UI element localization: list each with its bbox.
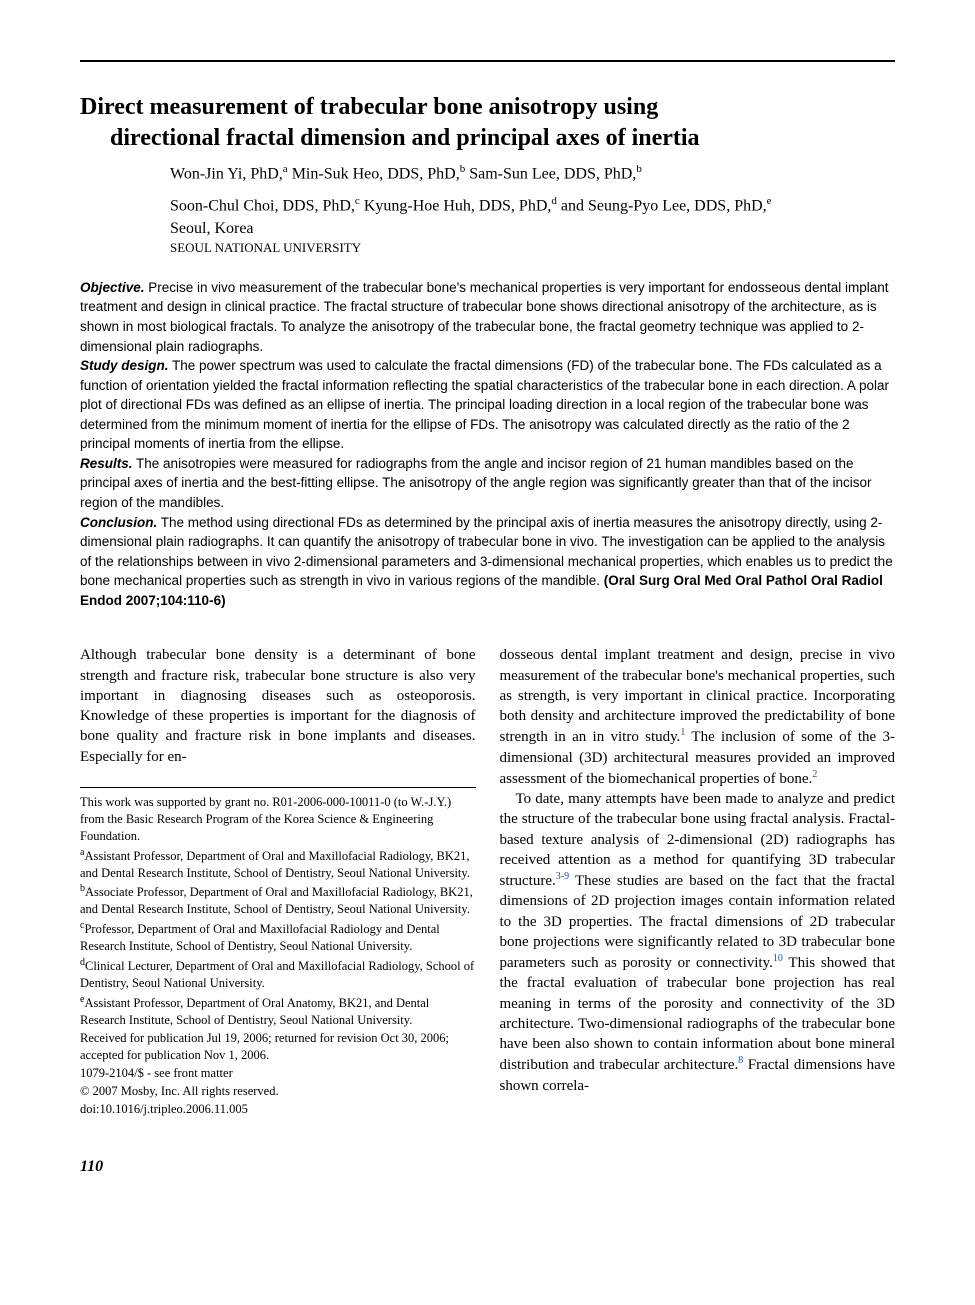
body-paragraph: dosseous dental implant treatment and de… [500,645,896,789]
footnotes: This work was supported by grant no. R01… [80,787,476,1118]
footnote-affiliation: bAssociate Professor, Department of Oral… [80,882,476,918]
abstract-label-results: Results. [80,456,133,471]
author-affil-sup: b [460,163,466,175]
footnote-text: Clinical Lecturer, Department of Oral an… [80,959,474,990]
author-affil-sup: e [767,195,772,207]
author-name: Kyung-Hoe Huh, DDS, PhD, [364,197,552,214]
article-title-line1: Direct measurement of trabecular bone an… [80,92,895,123]
body-columns: Although trabecular bone density is a de… [80,645,895,1118]
author-name: Won-Jin Yi, PhD, [170,166,283,183]
authors-line1: Won-Jin Yi, PhD,a Min-Suk Heo, DDS, PhD,… [80,162,895,186]
right-column: dosseous dental implant treatment and de… [500,645,896,1118]
citation-ref[interactable]: 3-9 [556,871,569,882]
author-affil-sup: c [355,195,360,207]
footnote-copyright: © 2007 Mosby, Inc. All rights reserved. [80,1083,476,1100]
author-affil-sup: b [636,163,642,175]
citation-ref[interactable]: 2 [812,769,817,780]
author-affil-sup: d [551,195,557,207]
author-name: Sam-Sun Lee, DDS, PhD, [469,166,636,183]
footnote-text: Assistant Professor, Department of Oral … [80,996,429,1027]
body-paragraph: To date, many attempts have been made to… [500,789,896,1096]
top-rule [80,60,895,62]
author-name: Soon-Chul Choi, DDS, PhD, [170,197,355,214]
footnote-issn: 1079-2104/$ - see front matter [80,1065,476,1082]
footnote-affiliation: dClinical Lecturer, Department of Oral a… [80,956,476,992]
abstract: Objective. Precise in vivo measurement o… [80,278,895,611]
footnote-text: Associate Professor, Department of Oral … [80,886,473,917]
footnote-affiliation: aAssistant Professor, Department of Oral… [80,846,476,882]
author-institution: SEOUL NATIONAL UNIVERSITY [80,240,895,256]
body-paragraph: Although trabecular bone density is a de… [80,645,476,767]
author-name: Min-Suk Heo, DDS, PhD, [292,166,460,183]
footnote-doi: doi:10.1016/j.tripleo.2006.11.005 [80,1101,476,1118]
citation-ref[interactable]: 10 [773,953,783,964]
left-column: Although trabecular bone density is a de… [80,645,476,1118]
abstract-text-objective: Precise in vivo measurement of the trabe… [80,280,888,354]
abstract-text-studydesign: The power spectrum was used to calculate… [80,358,889,451]
author-affil-sup: a [283,163,288,175]
abstract-text-results: The anisotropies were measured for radio… [80,456,871,510]
footnote-affiliation: eAssistant Professor, Department of Oral… [80,993,476,1029]
footnote-affiliation: cProfessor, Department of Oral and Maxil… [80,919,476,955]
page-number: 110 [80,1158,895,1176]
author-location: Seoul, Korea [80,220,895,238]
footnote-received: Received for publication Jul 19, 2006; r… [80,1030,476,1064]
authors-line2: Soon-Chul Choi, DDS, PhD,c Kyung-Hoe Huh… [80,194,895,218]
abstract-label-objective: Objective. [80,280,145,295]
footnote-funding: This work was supported by grant no. R01… [80,794,476,845]
abstract-label-studydesign: Study design. [80,358,169,373]
author-name: and Seung-Pyo Lee, DDS, PhD, [561,197,767,214]
footnote-text: Assistant Professor, Department of Oral … [80,849,470,880]
abstract-label-conclusion: Conclusion. [80,515,157,530]
title-block: Direct measurement of trabecular bone an… [80,92,895,256]
footnote-text: Professor, Department of Oral and Maxill… [80,922,440,953]
article-title-line2: directional fractal dimension and princi… [80,123,895,154]
